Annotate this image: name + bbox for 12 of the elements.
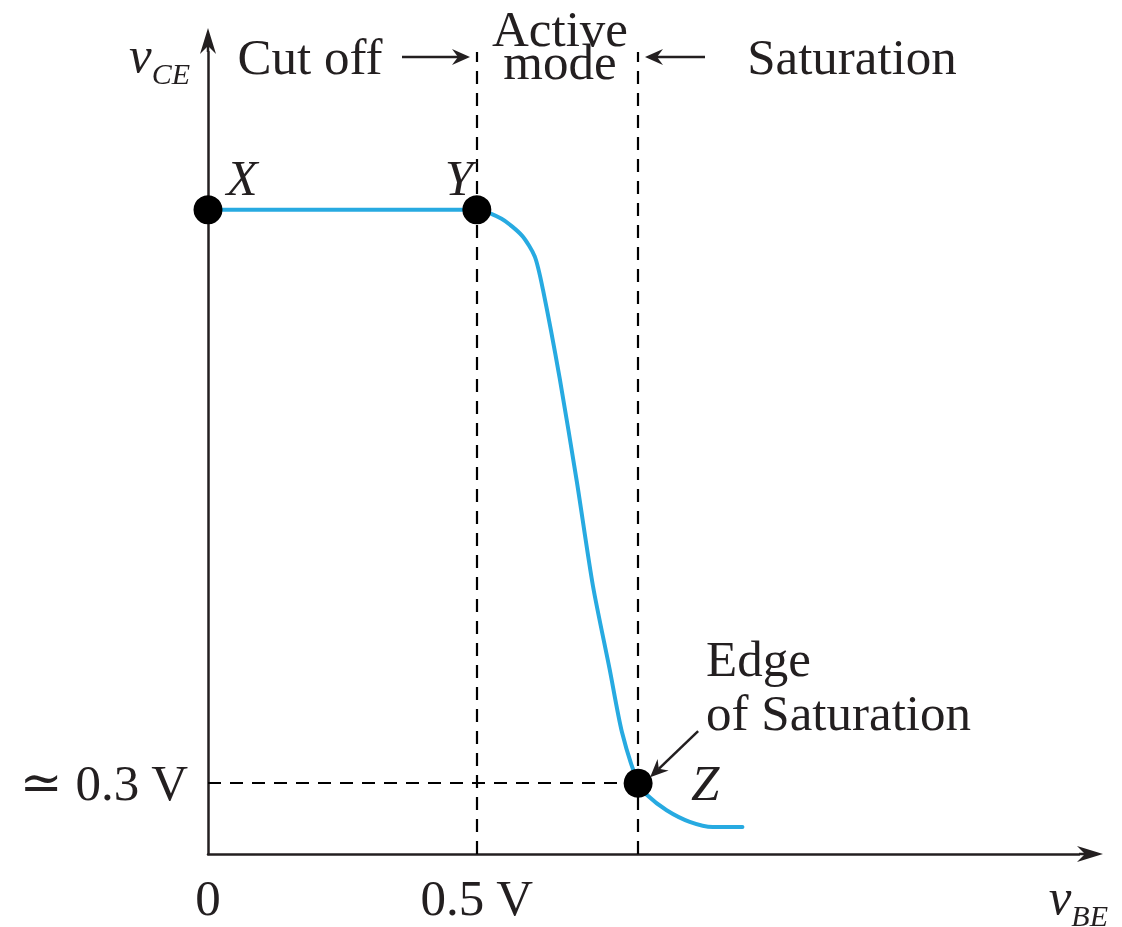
annotation: Edge of Saturation [706, 631, 971, 742]
ref-line-label: ≃ 0.3 V [20, 755, 189, 812]
annotation: Z [691, 755, 721, 812]
y-axis-title: v$_{CE}$ [129, 27, 190, 90]
x-axis-title: v$_{BE}$ [1048, 869, 1108, 927]
annotation: X [224, 149, 260, 206]
x-tick-label: 0.5 V [420, 869, 534, 926]
text: Active mode [492, 0, 628, 90]
annotation: Y [444, 149, 478, 206]
x-tick-label: 0 [195, 869, 221, 926]
text: Cut off [237, 29, 383, 85]
text: Saturation [747, 29, 957, 85]
